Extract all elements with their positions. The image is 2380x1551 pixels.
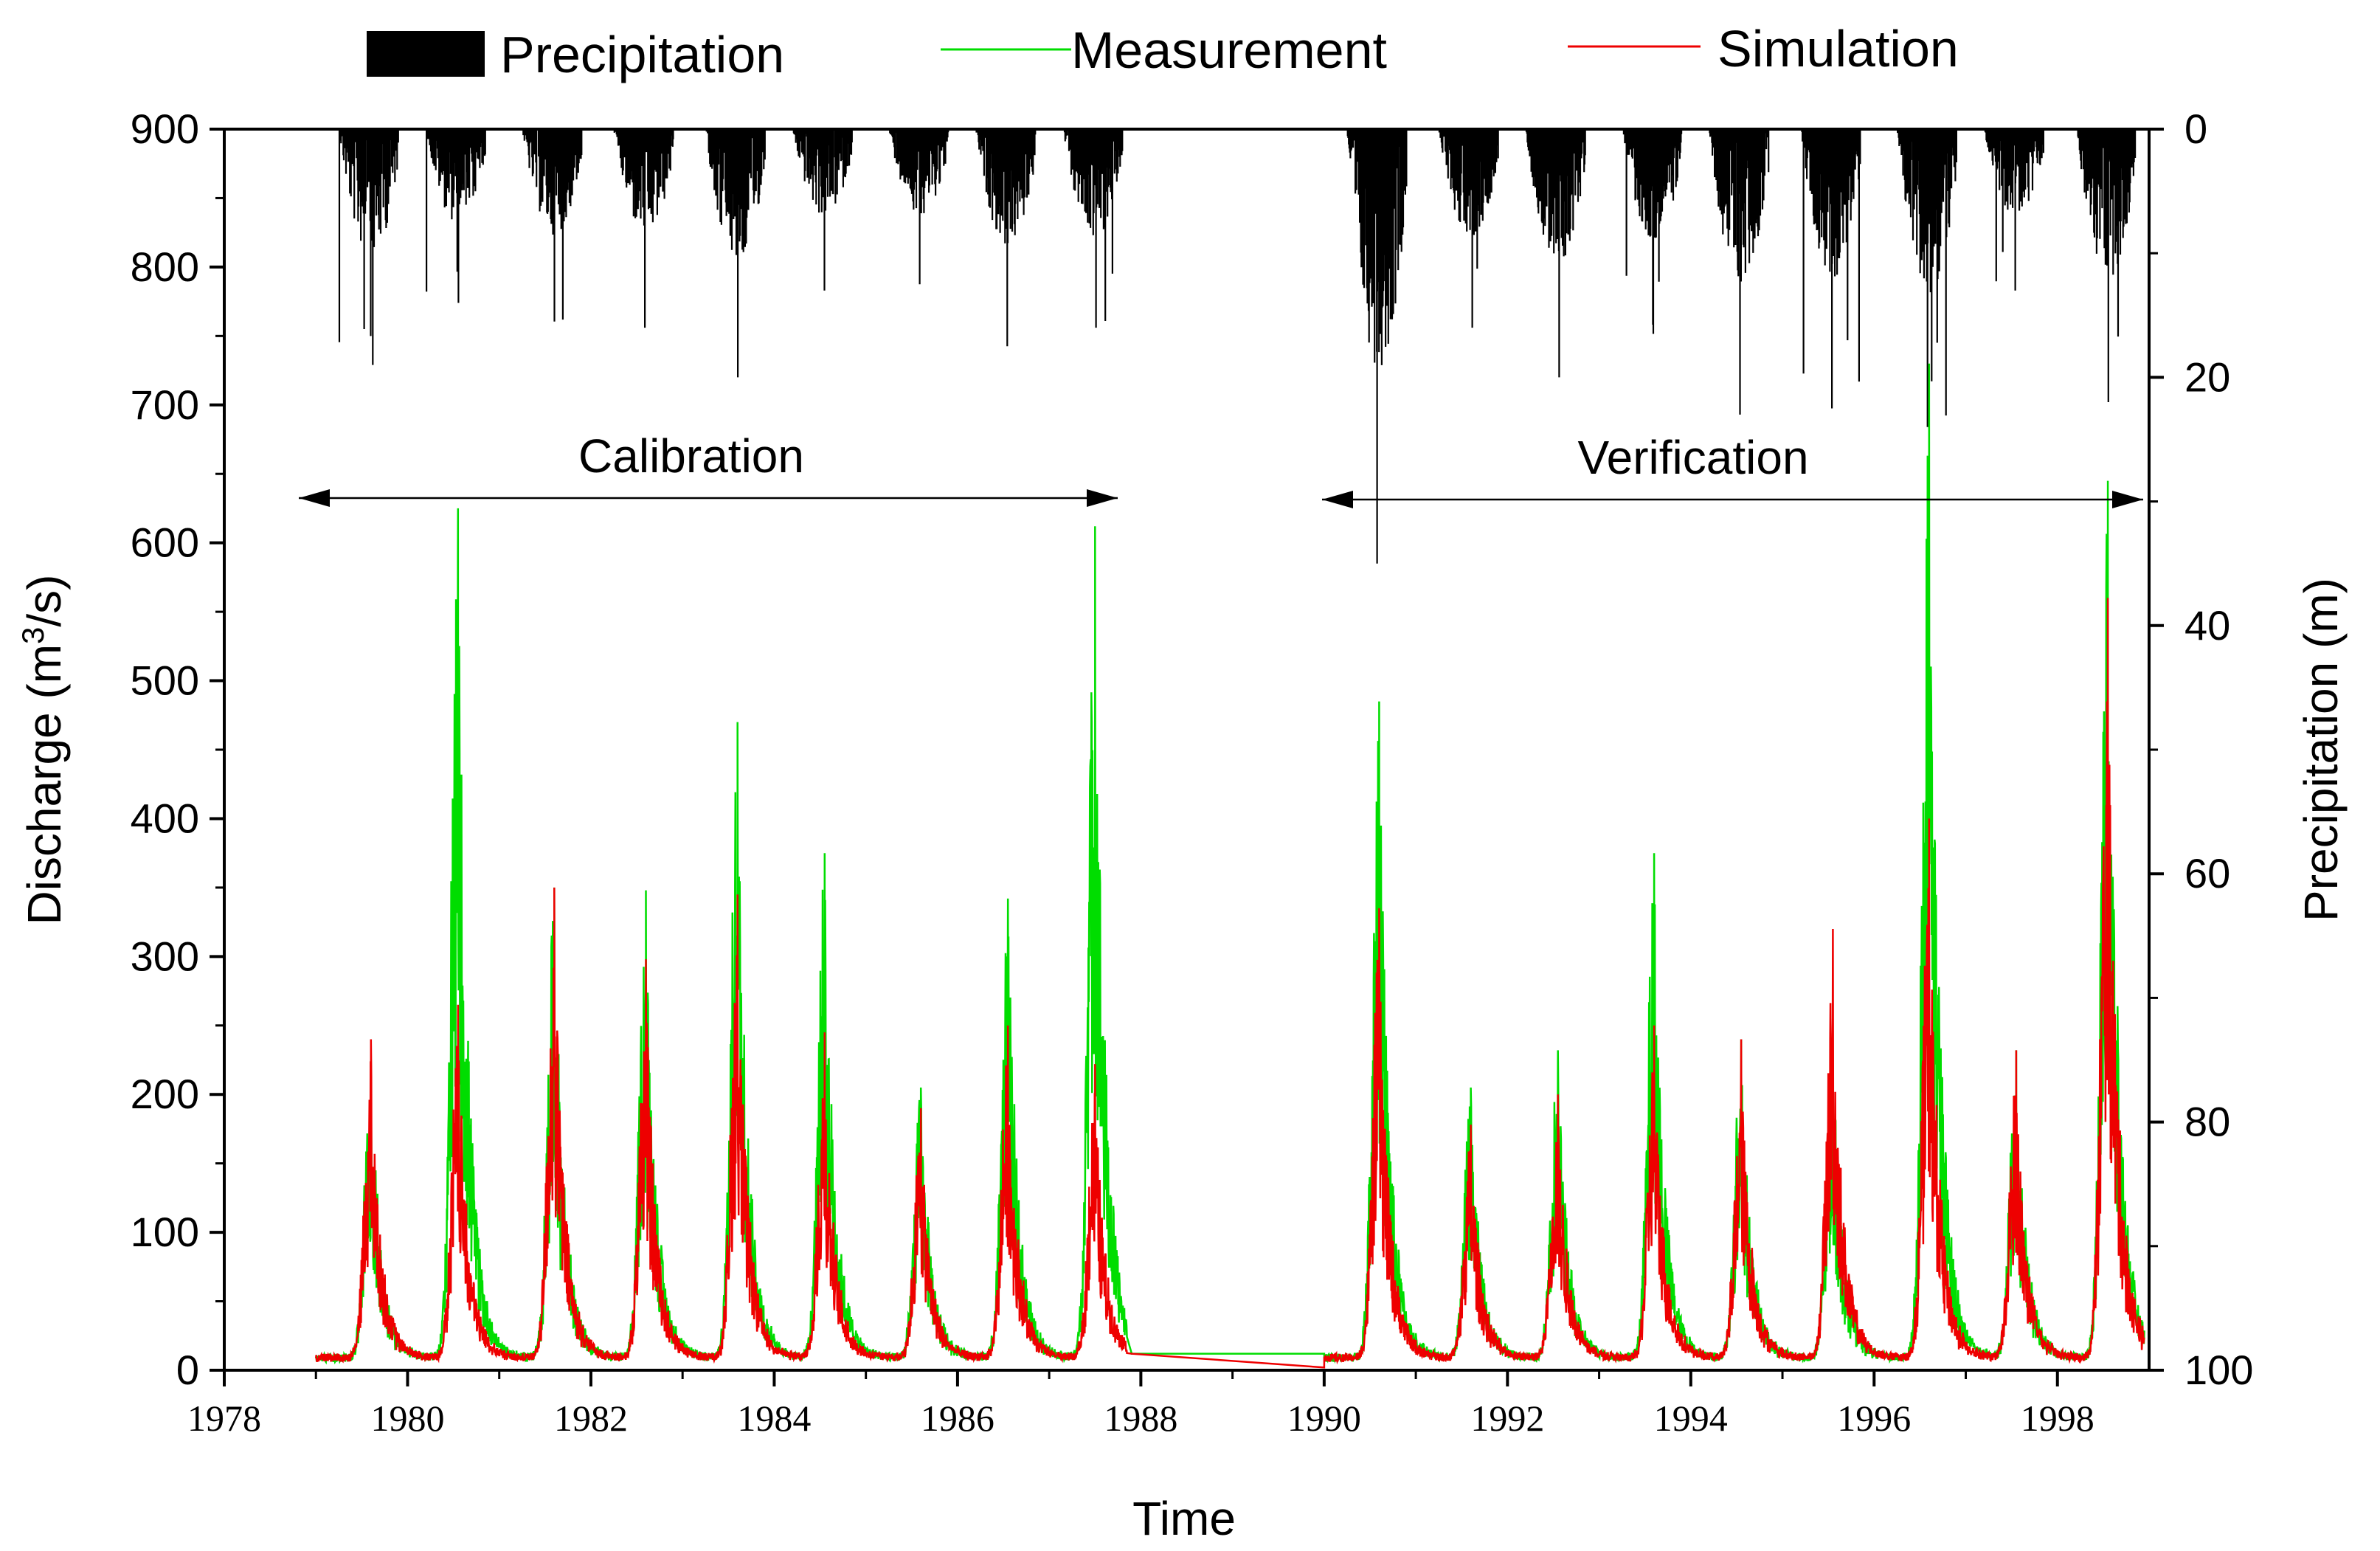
precipitation-bar-strokes [338, 129, 2137, 564]
axis-ticks: 1978 1980 1982 1984 1986 1988 1990 1992 1994 1996… [131, 106, 2254, 1439]
verification-arrow-right [2112, 491, 2143, 508]
verification-label: Verification [1577, 431, 1808, 484]
y-left-tick-label: 400 [131, 795, 199, 841]
y-left-tick-label: 200 [131, 1071, 199, 1117]
calibration-arrow-right [1087, 489, 1118, 507]
y-left-tick-label: 800 [131, 243, 199, 290]
y-right-tick-label: 80 [2184, 1099, 2230, 1145]
y-axis-left-title-sup: 3 [15, 627, 50, 644]
x-tick-label: 1998 [2021, 1398, 2094, 1439]
legend-precipitation-swatch [367, 31, 485, 77]
y-left-tick-label: 500 [131, 657, 199, 704]
y-right-tick-label: 60 [2184, 850, 2230, 897]
x-tick-label: 1982 [554, 1398, 628, 1439]
y-axis-left-title-prefix: Discharge (m [18, 644, 71, 925]
calibration-annotation: Calibration [299, 429, 1118, 507]
x-tick-label: 1984 [737, 1398, 811, 1439]
y-left-tick-label: 900 [131, 106, 199, 152]
x-tick-label: 1992 [1470, 1398, 1544, 1439]
measurement-line [315, 363, 2145, 1365]
calibration-label: Calibration [578, 429, 804, 483]
x-tick-label: 1980 [370, 1398, 444, 1439]
calibration-arrow-left [299, 489, 330, 507]
legend-precipitation-label: Precipitation [500, 26, 784, 83]
y-left-tick-label: 600 [131, 519, 199, 566]
y-left-tick-label: 100 [131, 1209, 199, 1255]
legend-measurement-label: Measurement [1071, 21, 1387, 79]
x-axis-title: Time [1132, 1492, 1236, 1545]
x-tick-label: 1990 [1287, 1398, 1361, 1439]
precipitation-bars [338, 129, 2137, 564]
verification-annotation: Verification [1322, 431, 2143, 508]
x-tick-label: 1988 [1104, 1398, 1177, 1439]
y-axis-right-title: Precipitation (m) [2294, 578, 2348, 922]
x-tick-label: 1996 [1837, 1398, 1911, 1439]
y-right-tick-label: 0 [2184, 106, 2207, 152]
y-left-tick-label: 0 [176, 1347, 199, 1393]
simulation-line [314, 598, 2145, 1369]
x-tick-label: 1994 [1654, 1398, 1728, 1439]
x-tick-label: 1978 [187, 1398, 261, 1439]
x-tick-label: 1986 [921, 1398, 994, 1439]
legend-simulation-label: Simulation [1717, 20, 1959, 77]
y-right-tick-label: 100 [2184, 1347, 2253, 1393]
y-left-tick-label: 300 [131, 933, 199, 979]
y-axis-left-title-suffix: /s) [18, 575, 71, 627]
y-right-tick-label: 20 [2184, 353, 2230, 400]
y-axis-left-title: Discharge (m3/s) [15, 575, 72, 925]
legend: Precipitation Measurement Simulation [367, 20, 1959, 83]
y-right-tick-label: 40 [2184, 602, 2230, 649]
simulation-series [314, 598, 2145, 1369]
measurement-series [315, 363, 2145, 1365]
verification-arrow-left [1322, 491, 1353, 508]
y-left-tick-label: 700 [131, 381, 199, 428]
